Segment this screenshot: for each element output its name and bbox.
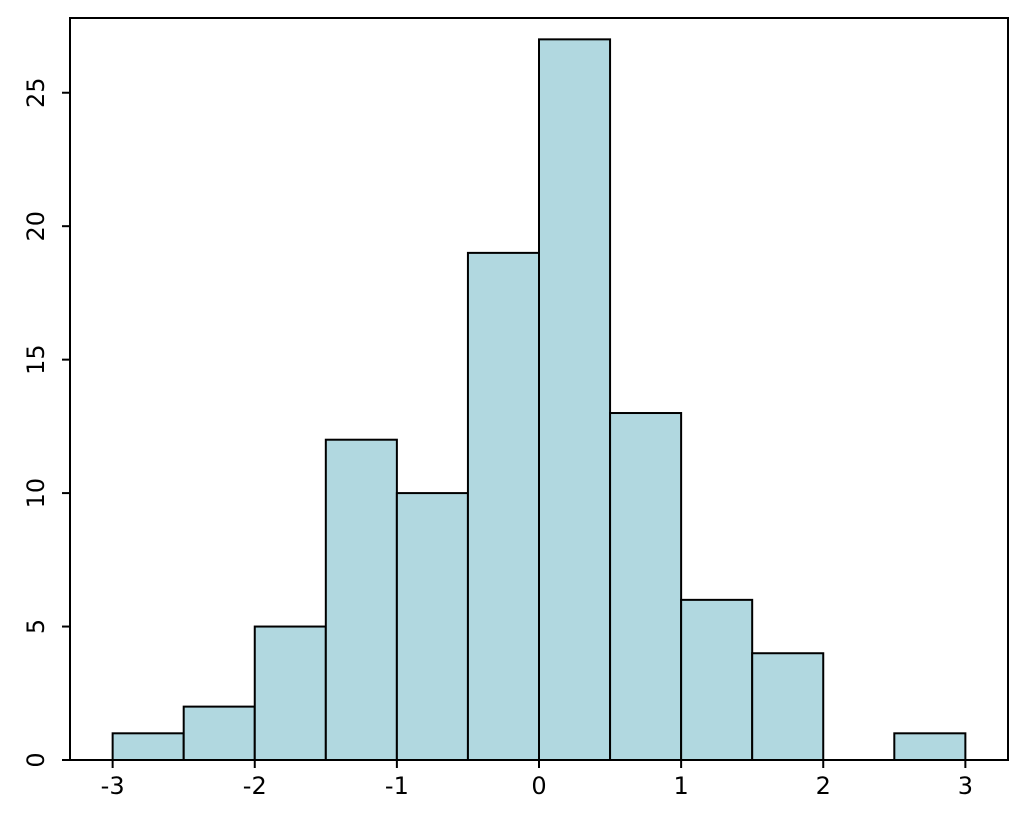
histogram-bar bbox=[255, 627, 326, 760]
x-tick-label: -2 bbox=[243, 772, 267, 800]
histogram-bar bbox=[468, 253, 539, 760]
x-tick-label: -1 bbox=[385, 772, 409, 800]
histogram-bar bbox=[894, 733, 965, 760]
y-tick-label: 15 bbox=[22, 344, 50, 375]
histogram-bar bbox=[397, 493, 468, 760]
x-tick-label: 1 bbox=[673, 772, 688, 800]
y-tick-label: 5 bbox=[22, 619, 50, 634]
histogram-bar bbox=[681, 600, 752, 760]
histogram-bar bbox=[752, 653, 823, 760]
y-tick-label: 20 bbox=[22, 211, 50, 242]
y-tick-label: 10 bbox=[22, 478, 50, 509]
x-tick-label: 3 bbox=[958, 772, 973, 800]
y-tick-label: 25 bbox=[22, 77, 50, 108]
x-tick-label: 2 bbox=[816, 772, 831, 800]
histogram-chart: -3 -2 -1 0 1 2 3 0 5 10 15 20 25 bbox=[0, 0, 1024, 820]
x-tick-label: -3 bbox=[101, 772, 125, 800]
histogram-bar bbox=[184, 707, 255, 760]
histogram-bar bbox=[326, 440, 397, 760]
x-tick-label: 0 bbox=[531, 772, 546, 800]
histogram-bar bbox=[610, 413, 681, 760]
histogram-bar bbox=[113, 733, 184, 760]
histogram-bar bbox=[539, 39, 610, 760]
bars-group bbox=[113, 39, 966, 760]
chart-svg: -3 -2 -1 0 1 2 3 0 5 10 15 20 25 bbox=[0, 0, 1024, 820]
y-tick-label: 0 bbox=[22, 752, 50, 767]
